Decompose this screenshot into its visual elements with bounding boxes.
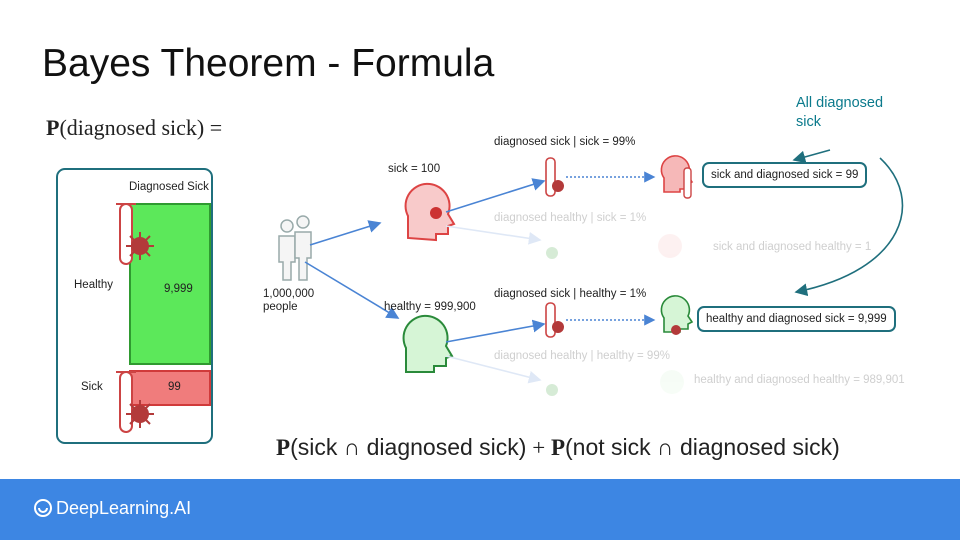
formula-term-2: (not sick ∩ diagnosed sick) [565,434,840,460]
sick-head-icon [660,155,694,199]
branch-arrow-sick [309,220,382,246]
test-tube-icon [545,157,564,197]
healthy-bar [129,203,211,365]
healthy-head-icon [660,295,694,335]
branch-arrow-diag-sick-given-healthy [445,319,546,343]
outcome-sick-and-diagnosed-sick: sick and diagnosed sick = 99 [702,162,868,188]
virus-icon [126,400,154,428]
healthy-row-label: Healthy [74,279,113,291]
branch-label-diag-healthy-given-sick: diagnosed healthy | sick = 1% [494,212,647,224]
probability-symbol: P [46,115,60,140]
population-label: 1,000,000 people [263,288,314,314]
branch-label-healthy: healthy = 999,900 [384,301,476,313]
branch-label-diag-sick-given-healthy: diagnosed sick | healthy = 1% [494,288,647,300]
people-icon [278,215,312,281]
logo-icon [34,499,52,517]
branch-arrow-diag-healthy-given-healthy [445,355,542,384]
panel-header: Diagnosed Sick [129,181,209,193]
branch-label-sick: sick = 100 [388,163,441,175]
callout-curve-arrow [794,157,904,297]
test-tube-icon [545,302,564,338]
sick-bar-value: 99 [168,381,181,393]
test-tube-icon [116,203,154,265]
sick-bar [129,370,211,406]
outcome-sick-and-diagnosed-healthy: sick and diagnosed healthy = 1 [713,241,872,253]
virus-icon [126,232,154,260]
formula-term-1: (sick ∩ diagnosed sick) [290,434,527,460]
slide-title: Bayes Theorem - Formula [42,42,495,85]
probability-symbol: P [276,435,291,460]
callout-all-diagnosed-sick: All diagnosed sick [796,95,884,130]
sick-head-icon [404,182,456,242]
branch-arrow-diag-healthy-given-sick [445,225,542,245]
formula-bottom: P(sick ∩ diagnosed sick) + P(not sick ∩ … [276,434,840,461]
branch-arrow-diag-sick-given-sick [445,178,546,213]
branch-label-diag-sick-given-sick: diagnosed sick | sick = 99% [494,136,636,148]
population-unit: people [263,301,298,313]
sick-row-label: Sick [81,381,103,393]
footer-bar [0,479,960,540]
healthy-head-icon [402,314,454,373]
logo-text: DeepLearning.AI [56,498,192,518]
healthy-bar-value: 9,999 [164,283,193,295]
outcome-healthy-and-diagnosed-healthy: healthy and diagnosed healthy = 989,901 [694,374,905,386]
virus-icon [546,247,558,396]
footer-logo: DeepLearning.AI [34,498,191,519]
branch-arrow-healthy [304,261,400,319]
tree-diagram [278,149,904,396]
callout-arrow-top [792,149,831,164]
test-tube-icon [116,371,154,433]
branch-label-diag-healthy-given-healthy: diagnosed healthy | healthy = 99% [494,350,670,362]
formula-top: P(diagnosed sick) = [46,115,222,141]
plus-sign: + [532,435,546,460]
formula-top-text: (diagnosed sick) = [59,115,223,140]
probability-symbol: P [550,435,565,460]
population-count: 1,000,000 [263,288,315,300]
faded-result-icons [658,234,684,394]
outcome-healthy-and-diagnosed-sick: healthy and diagnosed sick = 9,999 [697,306,896,332]
